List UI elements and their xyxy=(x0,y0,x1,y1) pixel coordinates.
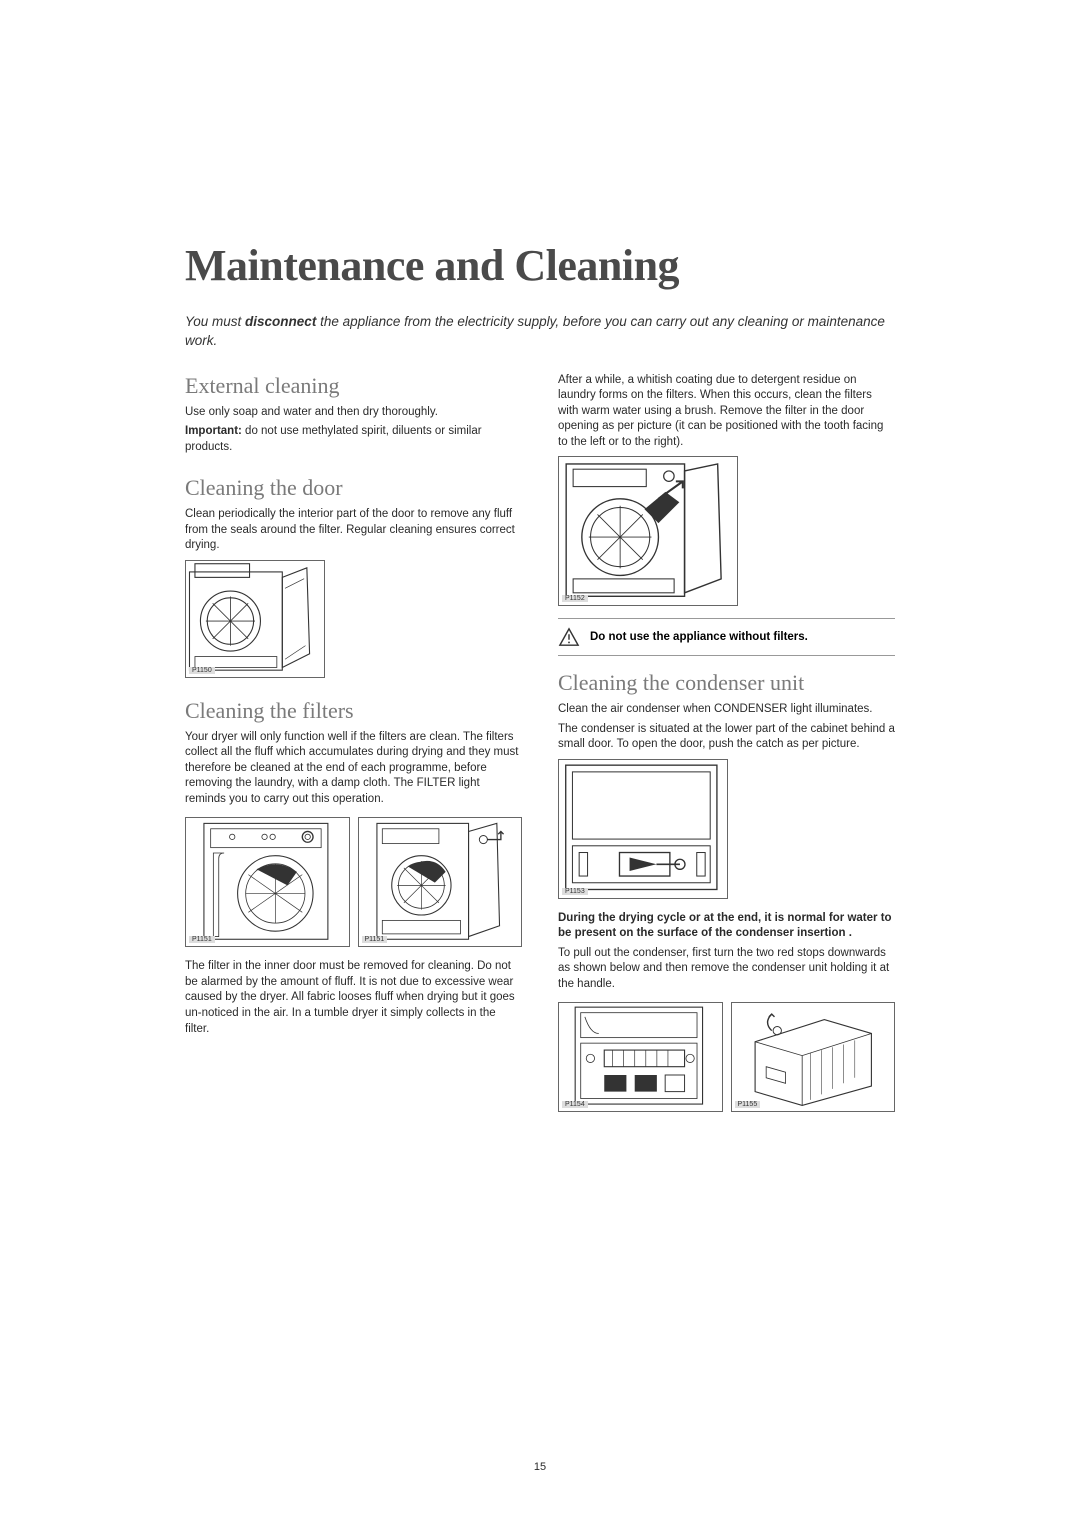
intro-paragraph: You must disconnect the appliance from t… xyxy=(185,313,895,351)
external-p1: Use only soap and water and then dry tho… xyxy=(185,405,522,421)
fig-label: P1155 xyxy=(735,1101,761,1108)
condenser-heading: Cleaning the condenser unit xyxy=(558,670,895,696)
filters-section: Cleaning the filters Your dryer will onl… xyxy=(185,698,522,1037)
door-section: Cleaning the door Clean periodically the… xyxy=(185,475,522,678)
fig-label: P1154 xyxy=(562,1101,588,1108)
intro-bold: disconnect xyxy=(245,314,316,329)
right-column: After a while, a whitish coating due to … xyxy=(558,373,895,1145)
intro-pre: You must xyxy=(185,314,245,329)
fig-label: P1152 xyxy=(562,595,588,602)
page-title: Maintenance and Cleaning xyxy=(185,240,895,291)
external-p2: Important: do not use methylated spirit,… xyxy=(185,424,522,455)
condenser-fig-2: P1154 xyxy=(558,1002,723,1112)
condenser-figures-row: P1154 xyxy=(558,996,895,1124)
right-top-p: After a while, a whitish coating due to … xyxy=(558,373,895,451)
warning-icon xyxy=(558,627,580,647)
document-page: Maintenance and Cleaning You must discon… xyxy=(0,0,1080,1204)
filters-p2: The filter in the inner door must be rem… xyxy=(185,959,522,1037)
page-number: 15 xyxy=(534,1461,546,1473)
filter-fig-1: P1151 xyxy=(185,817,350,947)
fig-label: P1151 xyxy=(362,936,388,943)
left-column: External cleaning Use only soap and wate… xyxy=(185,373,522,1145)
door-heading: Cleaning the door xyxy=(185,475,522,501)
filters-heading: Cleaning the filters xyxy=(185,698,522,724)
door-p1: Clean periodically the interior part of … xyxy=(185,507,522,554)
condenser-fig-3: P1155 xyxy=(731,1002,896,1112)
warning-row: Do not use the appliance without filters… xyxy=(558,618,895,656)
condenser-p1: Clean the air condenser when CONDENSER l… xyxy=(558,702,895,718)
filter-fig-2: P1151 xyxy=(358,817,523,947)
condenser-p4: To pull out the condenser, first turn th… xyxy=(558,946,895,993)
condenser-p3-bold: During the drying cycle or at the end, i… xyxy=(558,911,895,942)
warning-text: Do not use the appliance without filters… xyxy=(590,631,808,643)
filters-p1: Your dryer will only function well if th… xyxy=(185,730,522,808)
two-column-layout: External cleaning Use only soap and wate… xyxy=(185,373,895,1145)
filters-figures: P1151 xyxy=(185,811,522,959)
fig-label: P1150 xyxy=(189,667,215,674)
right-filter-figure: P1152 xyxy=(558,456,738,606)
external-heading: External cleaning xyxy=(185,373,522,399)
door-figure: P1150 xyxy=(185,560,325,678)
condenser-section: Cleaning the condenser unit Clean the ai… xyxy=(558,670,895,1124)
fig-label: P1153 xyxy=(562,888,588,895)
external-cleaning-section: External cleaning Use only soap and wate… xyxy=(185,373,522,456)
condenser-fig-1: P1153 xyxy=(558,759,728,899)
condenser-p2: The condenser is situated at the lower p… xyxy=(558,722,895,753)
important-label: Important: xyxy=(185,425,242,437)
fig-label: P1151 xyxy=(189,936,215,943)
